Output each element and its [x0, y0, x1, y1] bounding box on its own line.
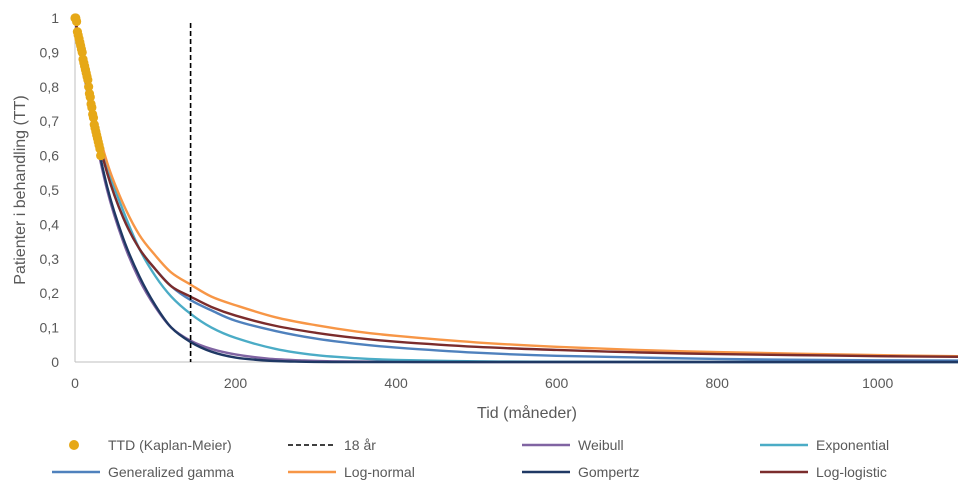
legend-label: Log-normal [344, 464, 415, 480]
series-line-generalized-gamma [73, 17, 958, 362]
y-tick-label: 0,4 [40, 216, 60, 232]
km-point [85, 92, 95, 102]
axes [74, 18, 958, 363]
legend-item-log-logistic: Log-logistic [760, 464, 887, 480]
series-line-log-normal [73, 17, 958, 358]
y-tick-label: 0,5 [40, 182, 60, 198]
y-axis-title: Patienter i behandling (TT) [12, 95, 29, 284]
y-tick-label: 0,9 [40, 44, 60, 60]
y-tick-label: 0,3 [40, 251, 60, 267]
km-point [87, 102, 97, 113]
legend-item-weibull: Weibull [522, 437, 624, 453]
legend: TTD (Kaplan-Meier) 18 år Weibull Exponentia… [52, 437, 889, 480]
legend-label: TTD (Kaplan-Meier) [108, 437, 232, 453]
km-point [95, 144, 105, 154]
legend-item-gompertz: Gompertz [522, 464, 639, 480]
legend-item-exponential: Exponential [760, 437, 889, 453]
legend-item-log-normal: Log-normal [288, 464, 415, 480]
km-point [84, 82, 94, 92]
km-point [88, 113, 99, 123]
x-axis-title: Tid (måneder) [477, 404, 577, 422]
km-point [83, 75, 93, 85]
y-tick-label: 0,1 [40, 320, 60, 336]
y-tick-labels: 0 0,1 0,2 0,3 0,4 0,5 0,6 0,7 0,8 0,9 1 [40, 10, 60, 370]
x-tick-label: 400 [384, 375, 408, 391]
series-line-exponential [73, 17, 958, 364]
x-tick-label: 0 [71, 375, 79, 391]
y-tick-label: 0,7 [40, 113, 60, 129]
legend-label: Weibull [578, 437, 624, 453]
legend-label: 18 år [344, 437, 376, 453]
series-layer [73, 17, 958, 364]
legend-label: Gompertz [578, 464, 639, 480]
x-tick-label: 600 [545, 375, 569, 391]
y-tick-label: 0,2 [40, 285, 60, 301]
km-point [77, 47, 87, 58]
x-tick-label: 800 [706, 375, 730, 391]
x-tick-labels: 0 200 400 600 800 1000 [71, 375, 893, 391]
legend-label: Generalized gamma [108, 464, 234, 480]
series-line-log-logistic [73, 17, 958, 359]
kaplan-meier-points [70, 13, 106, 161]
legend-item-ttd-kaplan-meier: TTD (Kaplan-Meier) [69, 437, 232, 453]
x-tick-label: 1000 [862, 375, 893, 391]
legend-marker [69, 440, 79, 450]
legend-item-generalized-gamma: Generalized gamma [52, 464, 234, 480]
x-tick-label: 200 [224, 375, 248, 391]
series-line-gompertz [73, 17, 958, 364]
y-tick-label: 1 [51, 10, 59, 26]
legend-item-18-r: 18 år [288, 437, 376, 453]
km-point [96, 151, 106, 161]
legend-label: Exponential [816, 437, 889, 453]
y-tick-label: 0,8 [40, 79, 60, 95]
legend-label: Log-logistic [816, 464, 887, 480]
km-point [72, 16, 82, 27]
y-tick-label: 0 [51, 354, 59, 370]
series-line-weibull [73, 17, 958, 364]
y-tick-label: 0,6 [40, 148, 60, 164]
